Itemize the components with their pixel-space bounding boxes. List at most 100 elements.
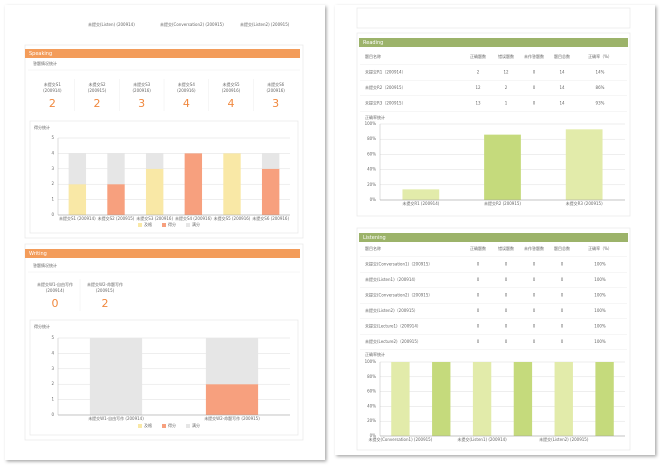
table-cell: 100% (594, 324, 606, 329)
stats-row: 未提交S1(200914)2未提交S2(200915)2未提交S3(200916… (43, 79, 285, 111)
table-cell: 0 (533, 324, 536, 329)
legend-swatch (138, 223, 142, 227)
y-tick-label: 0% (370, 433, 377, 438)
y-tick-label: 60% (367, 151, 376, 156)
bar-segment (68, 184, 87, 215)
stat-code: (200916) (266, 88, 285, 93)
bar (513, 362, 533, 436)
stat-code: (200916) (132, 88, 151, 93)
table-cell: 0 (561, 262, 564, 267)
column-header: 错误题数 (498, 245, 514, 251)
table-cell: 0 (533, 262, 536, 267)
table-cell: 100% (594, 339, 606, 344)
y-tick-label: 60% (367, 389, 376, 394)
table-cell: 100% (594, 262, 606, 267)
table-cell: 未提交(Listen1)（200914） (365, 276, 418, 282)
y-tick-label: 0 (51, 212, 54, 217)
bar-segment (107, 153, 125, 185)
table-cell: 2 (477, 70, 480, 75)
y-tick-label: 0 (51, 412, 54, 417)
table-cell: 0 (561, 293, 564, 298)
section-header: Listening (363, 235, 386, 241)
table-cell: 未提交R2（200915） (365, 84, 406, 90)
column-header: 未作答题数 (524, 245, 544, 251)
x-tick-label: 未提交(Conversation1) (200915) (369, 436, 433, 442)
stat-name: 未提交S2 (88, 81, 106, 87)
table-cell: 0 (505, 308, 508, 313)
y-tick-label: 40% (367, 403, 376, 408)
table-cell: 0 (505, 277, 508, 282)
x-tick-label: 未提交S3 (200916) (136, 215, 173, 221)
stat-code: (200914) (43, 88, 62, 93)
stat-code: (200915) (88, 88, 107, 93)
section-subtitle: 答题情况统计 (33, 60, 57, 66)
y-tick-label: 2 (51, 381, 54, 386)
y-tick-label: 80% (367, 374, 376, 379)
table-cell: 0 (533, 277, 536, 282)
stat-value: 4 (183, 97, 190, 110)
bar-segment (223, 153, 241, 215)
stat-value: 2 (49, 97, 56, 110)
stat-value: 0 (52, 297, 59, 310)
table-cell: 100% (594, 308, 606, 313)
x-tick-label: 未提交R3 (200915) (566, 200, 603, 206)
table-cell: 0 (533, 85, 536, 90)
chart-title: 得分统计 (34, 323, 50, 329)
column-header: 正确题数 (470, 53, 486, 59)
column-header: 题目名称 (365, 53, 381, 59)
section-header-bar (359, 38, 628, 47)
top-info: 未提交(Conversation2) (200915) (160, 21, 224, 27)
stat-code: (200916) (177, 88, 196, 93)
legend-label: 满分 (192, 221, 200, 227)
x-tick-label: 未提交S6 (200916) (252, 215, 289, 221)
table-cell: 0 (561, 324, 564, 329)
legend-label: 及格 (144, 221, 152, 227)
stat-name: 未提交S1 (44, 81, 62, 87)
table-cell: 未提交R1（200914） (365, 69, 406, 75)
bar-segment (261, 168, 280, 215)
legend-label: 及格 (144, 422, 152, 428)
bar-segment (68, 153, 87, 185)
stats-row: 未提交W1-自由写作(200914) 0 未提交W2-命题写作(200915) 2 (37, 279, 123, 311)
x-tick-label: 未提交S1 (200914) (59, 215, 96, 221)
y-tick-label: 40% (367, 167, 376, 172)
stat-value: 4 (228, 97, 235, 110)
bar (595, 362, 614, 436)
legend-label: 满分 (192, 422, 200, 428)
stat-name: 未提交W1-自由写作 (37, 281, 73, 287)
bar (565, 129, 603, 200)
table-cell: 未提交(Conversation2)（200915） (365, 292, 432, 298)
bar (391, 362, 410, 436)
stat-name: 未提交S3 (133, 81, 151, 87)
section-header-bar (359, 233, 628, 242)
section-header: Reading (363, 40, 383, 46)
x-tick-label: 未提交S4 (200916) (175, 215, 212, 221)
stat-value: 3 (272, 97, 279, 110)
bar-segment (89, 338, 143, 415)
table-cell: 0 (505, 339, 508, 344)
y-tick-label: 0% (370, 197, 377, 202)
bar-segment (145, 153, 164, 169)
table-cell: 未提交(Conversation1)（200915） (365, 261, 432, 267)
y-tick-label: 20% (367, 182, 376, 187)
table-cell: 1 (505, 101, 508, 106)
stat-value: 2 (102, 297, 109, 310)
y-tick-label: 20% (367, 418, 376, 423)
table-cell: 未提交R3（200915） (365, 100, 406, 106)
table-cell: 0 (533, 101, 536, 106)
section-header-bar (25, 49, 300, 58)
section-subtitle: 答题情况统计 (33, 262, 57, 268)
table-cell: 0 (477, 262, 480, 267)
column-header: 题目名称 (365, 245, 381, 251)
table-cell: 0 (561, 339, 564, 344)
table-cell: 0 (505, 262, 508, 267)
stat-code: (200914) (46, 288, 65, 293)
table-cell: 100% (594, 277, 606, 282)
bar (402, 189, 440, 200)
table-cell: 0 (477, 293, 480, 298)
stat-name: 未提交S6 (267, 81, 285, 87)
table-cell: 0 (477, 324, 480, 329)
y-tick-label: 5 (51, 135, 54, 140)
y-tick-label: 1 (51, 397, 54, 402)
top-info: 未提交(Listen2) (200915) (240, 21, 290, 27)
